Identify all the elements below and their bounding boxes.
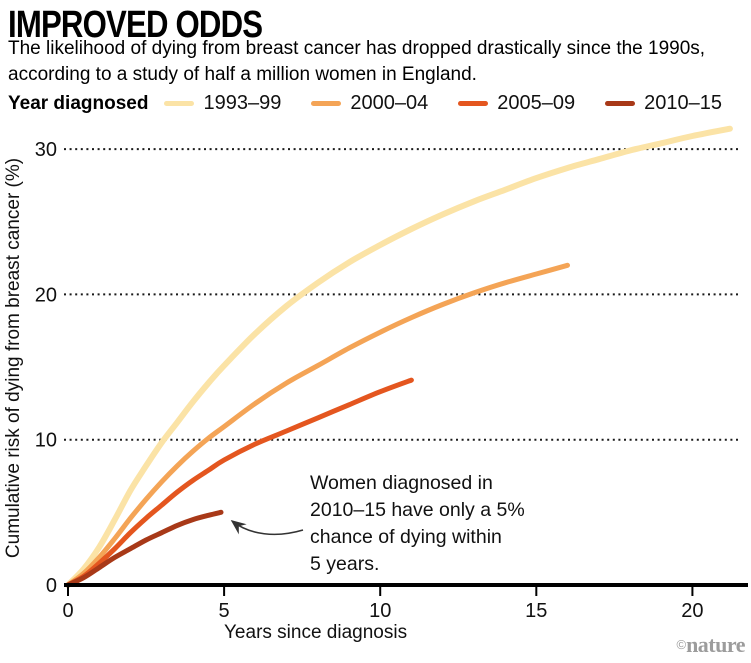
- legend-swatch-icon: [458, 101, 489, 106]
- annotation-line: Women diagnosed in: [310, 472, 493, 494]
- nature-logo: nature: [686, 632, 745, 657]
- legend-label: 2000–04: [350, 92, 429, 114]
- legend-item: 2005–09: [458, 92, 575, 115]
- legend-label: 2005–09: [497, 92, 576, 114]
- legend-item: 1993–99: [164, 92, 281, 115]
- subtitle-line-2: according to a study of half a million w…: [8, 64, 477, 85]
- x-tick-label: 20: [681, 600, 703, 622]
- series-line-2005–09: [65, 377, 414, 588]
- annotation-line: 5 years.: [310, 553, 380, 575]
- publisher-credit: ©nature: [676, 632, 745, 658]
- legend-label: 1993–99: [203, 92, 282, 114]
- y-tick-label: 10: [35, 430, 57, 452]
- page-title: IMPROVED ODDS: [8, 4, 263, 46]
- x-tick-label: 10: [369, 600, 391, 622]
- tick-labels: 0 10 20 30 0 5 10 15 20: [35, 139, 704, 622]
- gridlines: [64, 148, 740, 441]
- data-curves: [65, 125, 733, 588]
- legend-item: 2010–15: [605, 92, 722, 115]
- y-axis-title: Cumulative risk of dying from breast can…: [3, 157, 24, 559]
- legend-label: 2010–15: [644, 92, 722, 114]
- y-tick-label: 30: [35, 139, 57, 161]
- legend-swatch-icon: [164, 101, 195, 106]
- x-tick-label: 15: [525, 600, 547, 622]
- legend-swatch-icon: [311, 101, 342, 106]
- legend: Year diagnosed 1993–99 2000–04 2005–09 2010…: [8, 92, 722, 115]
- series-line-2010–15: [65, 509, 224, 588]
- annotation-text: Women diagnosed in 2010–15 have only a 5…: [310, 470, 525, 578]
- series-line-1993–99: [65, 125, 733, 588]
- copyright-icon: ©: [676, 637, 687, 652]
- subtitle-line-1: The likelihood of dying from breast canc…: [8, 38, 706, 59]
- y-tick-label: 20: [35, 284, 57, 306]
- legend-title: Year diagnosed: [8, 92, 149, 114]
- x-axis: [64, 583, 748, 596]
- annotation-line: 2010–15 have only a 5%: [310, 499, 525, 521]
- y-tick-label: 0: [46, 575, 57, 597]
- x-axis-title: Years since diagnosis: [224, 622, 408, 643]
- legend-item: 2000–04: [311, 92, 428, 115]
- annotation-line: chance of dying within: [310, 526, 502, 548]
- legend-items: 1993–99 2000–04 2005–09 2010–15: [164, 92, 722, 115]
- series-line-2000–04: [65, 262, 570, 588]
- x-tick-label: 0: [62, 600, 73, 622]
- annotation-arrow-icon: [230, 520, 304, 536]
- x-tick-label: 5: [219, 600, 230, 622]
- legend-swatch-icon: [605, 101, 636, 106]
